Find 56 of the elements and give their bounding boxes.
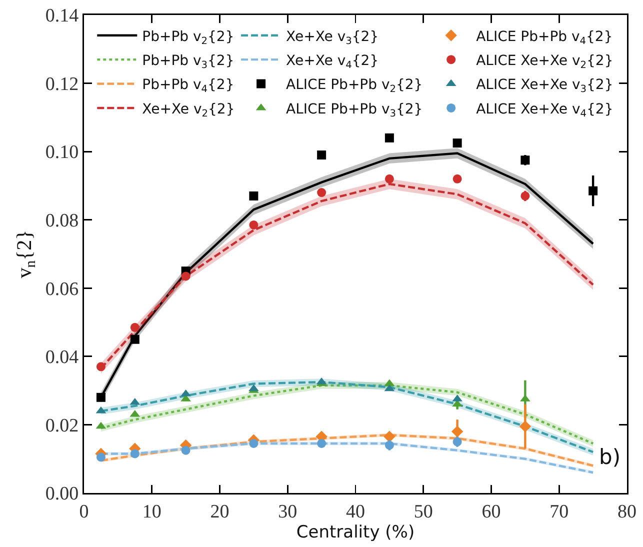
point xyxy=(384,174,394,184)
y-tick-label: 0.08 xyxy=(45,210,79,232)
y-tick-label: 0.02 xyxy=(45,415,79,436)
point xyxy=(384,133,394,142)
y-tick-label: 0.12 xyxy=(45,74,79,95)
legend-label: Pb+Pb v$_{4}${2} xyxy=(142,77,234,96)
y-tick-label: 0.10 xyxy=(45,142,79,164)
x-tick-label: 0 xyxy=(79,501,89,522)
x-tick-label: 10 xyxy=(142,501,162,522)
point xyxy=(96,392,106,402)
point xyxy=(451,426,464,438)
point xyxy=(520,156,530,165)
legend-label: Pb+Pb v$_{3}${2} xyxy=(142,53,234,71)
legend-label: Xe+Xe v$_{4}${2} xyxy=(286,53,379,71)
x-tick-label: 80 xyxy=(618,501,636,522)
y-tick-label: 0.06 xyxy=(45,278,79,300)
point xyxy=(249,220,258,230)
x-tick-label: 30 xyxy=(278,501,298,522)
x-tick-label: 20 xyxy=(210,501,230,522)
legend-label: ALICE Xe+Xe v$_{2}${2} xyxy=(476,53,614,71)
point xyxy=(130,322,140,332)
y-tick-label: 0.00 xyxy=(45,484,79,505)
point xyxy=(384,440,394,450)
legend-label: ALICE Xe+Xe v$_{3}${2} xyxy=(476,77,614,96)
point xyxy=(519,420,532,432)
annotation: b) xyxy=(599,445,621,469)
point xyxy=(249,191,258,200)
point xyxy=(130,449,140,458)
point xyxy=(96,452,106,462)
point xyxy=(317,438,326,448)
point xyxy=(181,446,190,455)
point xyxy=(130,334,140,344)
x-tick-label: 70 xyxy=(550,501,569,522)
point xyxy=(520,191,530,200)
legend-label: Pb+Pb v$_{2}${2} xyxy=(142,28,234,47)
legend-label: ALICE Pb+Pb v$_{4}${2} xyxy=(476,28,613,47)
y-tick-label: 0.04 xyxy=(45,347,80,368)
x-axis-title: Centrality (%) xyxy=(296,522,415,542)
y-tick-label: 0.14 xyxy=(45,6,80,27)
legend-label: ALICE Pb+Pb v$_{3}${2} xyxy=(286,101,423,120)
legend-label: Xe+Xe v$_{3}${2} xyxy=(286,28,379,47)
point xyxy=(317,150,326,160)
legend-label: ALICE Pb+Pb v$_{2}${2} xyxy=(286,77,423,96)
legend-label: ALICE Xe+Xe v$_{4}${2} xyxy=(476,101,614,120)
point xyxy=(588,186,598,196)
point xyxy=(317,188,326,198)
x-tick-label: 40 xyxy=(346,501,365,522)
point xyxy=(181,272,190,281)
x-tick-label: 50 xyxy=(414,501,433,522)
point xyxy=(96,362,106,372)
x-tick-label: 60 xyxy=(482,501,501,522)
point xyxy=(452,174,462,184)
point xyxy=(452,437,462,446)
point xyxy=(452,138,462,148)
point xyxy=(249,438,258,448)
legend-label: Xe+Xe v$_{2}${2} xyxy=(142,101,235,120)
